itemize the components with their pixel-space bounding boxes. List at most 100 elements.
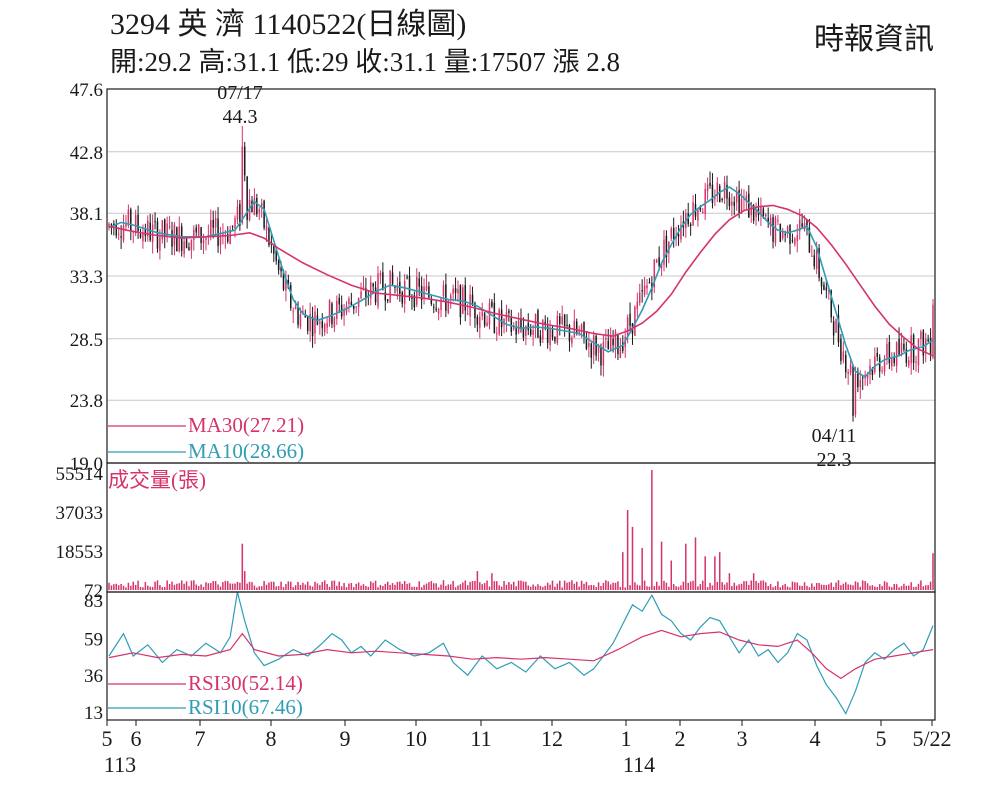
volume-bar xyxy=(297,581,299,590)
volume-bar xyxy=(515,586,517,590)
candle-body xyxy=(222,233,224,236)
candle-body xyxy=(561,316,563,325)
candle-body xyxy=(672,228,675,240)
volume-bar xyxy=(173,584,176,590)
volume-bar xyxy=(549,584,551,590)
candle-body xyxy=(202,240,205,244)
candle-body xyxy=(699,206,702,211)
candle-body xyxy=(190,239,193,250)
candle-body xyxy=(828,290,830,292)
candle-body xyxy=(437,308,440,314)
candle-body xyxy=(883,361,886,372)
volume-bar xyxy=(369,581,372,590)
candle-body xyxy=(210,219,212,236)
rsi-tick-label: 36 xyxy=(84,666,103,687)
candle-body xyxy=(680,224,682,240)
candle-body xyxy=(464,285,467,311)
candle-body xyxy=(626,317,629,337)
volume-bar xyxy=(122,585,125,590)
candle-body xyxy=(425,285,428,291)
candle-body xyxy=(542,320,544,340)
candle-body xyxy=(840,338,842,361)
volume-bar xyxy=(248,581,251,590)
candle-body xyxy=(789,224,791,244)
volume-bar xyxy=(323,580,326,590)
volume-bar xyxy=(825,585,828,590)
volume-bar xyxy=(692,580,694,590)
candle-body xyxy=(655,259,658,263)
candle-body xyxy=(294,306,297,309)
volume-bar xyxy=(510,584,513,590)
candle-body xyxy=(537,310,539,338)
candle-body xyxy=(520,317,522,328)
candle-body xyxy=(762,208,765,218)
candle-body xyxy=(830,290,832,318)
volume-tick-label: 72 xyxy=(84,581,103,602)
candle-body xyxy=(932,304,934,358)
x-tick-label: 5 xyxy=(102,726,113,751)
volume-bar xyxy=(583,583,585,590)
volume-label: 成交量(張) xyxy=(108,468,206,492)
candle-body xyxy=(600,346,602,366)
candle-body xyxy=(360,291,362,299)
candle-body xyxy=(466,313,469,315)
volume-bar xyxy=(134,584,137,590)
candle-body xyxy=(922,330,925,356)
volume-bar xyxy=(682,581,685,590)
candle-body xyxy=(435,308,437,310)
volume-bar xyxy=(648,586,651,590)
volume-bar xyxy=(377,587,379,590)
volume-bar xyxy=(413,586,416,590)
candle-body xyxy=(888,341,891,364)
candle-body xyxy=(908,360,910,366)
volume-bar xyxy=(665,582,668,590)
volume-bar xyxy=(612,582,614,590)
candle-body xyxy=(491,301,493,307)
candle-body xyxy=(411,297,413,299)
volume-bar xyxy=(130,585,132,590)
volume-bar xyxy=(748,584,750,590)
volume-bar xyxy=(159,585,161,590)
volume-bar xyxy=(881,586,883,590)
volume-bar xyxy=(542,586,544,590)
volume-bar xyxy=(619,586,622,590)
volume-bar xyxy=(762,580,765,590)
volume-bar xyxy=(449,584,452,590)
volume-bar xyxy=(147,585,149,590)
volume-bar xyxy=(258,586,261,590)
volume-bar xyxy=(718,552,721,590)
volume-bar xyxy=(423,584,425,590)
candle-body xyxy=(602,341,605,366)
volume-bar xyxy=(306,581,309,590)
candle-body xyxy=(338,297,340,305)
volume-bar xyxy=(457,585,459,590)
volume-bar xyxy=(496,581,498,590)
candle-body xyxy=(796,235,799,242)
rsi10-line xyxy=(108,591,934,715)
volume-bar xyxy=(108,582,110,590)
x-tick-label: 1 xyxy=(621,726,632,751)
volume-bar xyxy=(178,583,181,590)
volume-bar xyxy=(180,580,183,590)
candle-body xyxy=(549,327,551,346)
candle-body xyxy=(219,235,222,246)
volume-bar xyxy=(462,582,464,590)
candle-body xyxy=(619,346,622,358)
volume-bar xyxy=(285,584,287,590)
candle-body xyxy=(588,342,590,347)
candle-body xyxy=(575,321,578,334)
volume-bar xyxy=(740,583,743,590)
candle-body xyxy=(406,277,408,279)
candle-body xyxy=(798,219,801,232)
candle-body xyxy=(554,336,556,342)
volume-bar xyxy=(908,585,910,590)
volume-bar xyxy=(929,581,932,590)
volume-bar xyxy=(282,587,285,590)
candle-body xyxy=(442,285,445,296)
candle-body xyxy=(866,373,869,379)
volume-bar xyxy=(832,586,835,590)
volume-bar xyxy=(520,580,522,590)
volume-bar xyxy=(663,580,665,590)
volume-bar xyxy=(607,581,610,590)
